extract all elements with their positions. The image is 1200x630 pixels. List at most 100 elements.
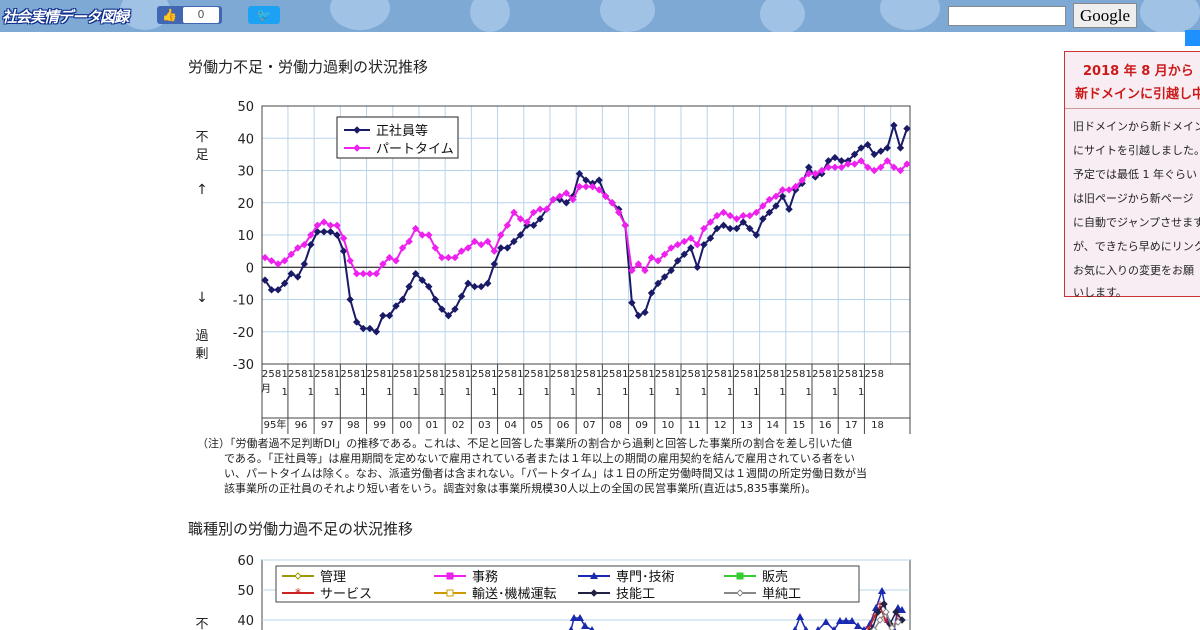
chart1-title: 労働力不足・労働力過剰の状況推移 [188,58,429,76]
data-point [366,269,374,278]
data-point [490,247,498,255]
x-month-tick-label: 2 [655,369,661,380]
data-point [379,311,387,320]
data-point [444,311,453,320]
data-point [831,626,837,630]
data-point [861,626,867,630]
x-month-tick-label: 5 [661,369,667,380]
data-point [713,211,721,220]
data-point [824,163,833,171]
x-month-tick-label: 2 [681,369,687,380]
data-point [418,231,426,239]
data-point [634,311,643,320]
data-point [581,622,589,629]
x-month-tick-label: 1 [465,369,471,380]
data-point [654,257,662,265]
facebook-like-button[interactable]: 👍 0 [157,6,222,24]
data-point [425,282,433,291]
tweet-button[interactable]: 🐦 [248,6,280,24]
x-year-label: 07 [583,420,596,431]
data-point: * [865,623,871,630]
data-point [647,253,656,262]
x-month-tick-label: 2 [812,369,818,380]
x-month-tick-label: 5 [452,369,458,380]
scroll-corner[interactable] [1185,30,1200,46]
data-point [333,231,341,239]
x-month-tick-label: 5 [557,369,563,380]
header-decoration [470,0,510,32]
notice-divider [1065,108,1200,109]
data-point [490,260,498,268]
data-point [876,616,884,624]
data-point [320,228,328,236]
data-point [739,218,747,226]
data-point [267,257,276,265]
data-point [726,224,734,233]
data-point [313,221,322,230]
data-point [759,215,767,223]
x-month-tick-label: 2 [393,369,399,380]
x-month-tick-label: 1 [465,387,471,398]
data-point [850,150,859,159]
data-point [595,176,603,184]
x-month-tick-label: 8 [275,369,281,380]
data-point [772,192,780,201]
y-axis-arrow-down: ↓ [196,290,208,306]
x-year-label: 04 [504,420,517,431]
data-point [713,224,721,233]
x-month-tick-label: 1 [622,387,628,398]
chart1-note-line: 該事業所の正社員のそれより短い者をいう。調査対象は事業所規模30人以上の全国の民… [224,482,817,495]
y-tick-label: 0 [246,261,254,276]
x-month-tick-label: 1 [570,387,576,398]
data-point [385,253,394,262]
data-point [863,140,872,149]
data-point [641,308,649,317]
legend-marker [736,572,744,580]
x-month-tick-label: 1 [753,369,759,380]
data-point [576,614,584,621]
x-month-tick-label: 1 [412,387,418,398]
legend-label: 正社員等 [376,123,428,139]
data-point [785,205,793,213]
data-point [431,295,440,304]
x-month-tick-label: 1 [806,369,812,380]
x-month-tick-label: 2 [576,369,582,380]
x-month-tick-label: 1 [360,369,366,380]
y-axis-arrow-up: ↑ [196,182,208,198]
x-month-tick-label: 8 [432,369,438,380]
notice-text: にサイトを引越しました。 [1073,144,1200,157]
x-month-tick-label: 5 [688,369,694,380]
data-point [700,240,708,249]
data-point [287,269,295,278]
x-month-tick-label: 2 [602,369,608,380]
x-month-tick-label: 5 [583,369,589,380]
x-month-tick-label: 5 [792,369,798,380]
data-point [477,282,485,291]
x-year-label: 01 [426,420,439,431]
data-point [431,244,440,252]
x-month-tick-label: 5 [871,369,877,380]
data-point [353,269,361,278]
x-month-tick-label: 1 [439,369,445,380]
data-point [628,299,636,307]
data-point [903,124,911,133]
data-point [870,150,878,159]
data-point [588,182,597,191]
x-month-tick-label: 1 [858,369,864,380]
data-point [667,266,675,275]
x-month-tick-label: 1 [281,369,287,380]
x-month-tick-label: 1 [648,387,654,398]
site-logo[interactable]: 社会実情データ図録 [2,8,129,26]
data-point [326,221,335,230]
legend-marker [590,572,598,579]
data-point [503,244,512,252]
x-month-tick-label: 1 [308,387,314,398]
x-month-tick-label: 2 [288,369,294,380]
search-input[interactable] [948,6,1066,26]
data-point [857,157,865,165]
data-point [878,587,886,594]
twitter-bird-icon: 🐦 [256,8,272,22]
x-month-tick-label: 1 [517,369,523,380]
x-month-tick-label: 8 [563,369,569,380]
google-search-button[interactable]: Google [1073,3,1137,28]
